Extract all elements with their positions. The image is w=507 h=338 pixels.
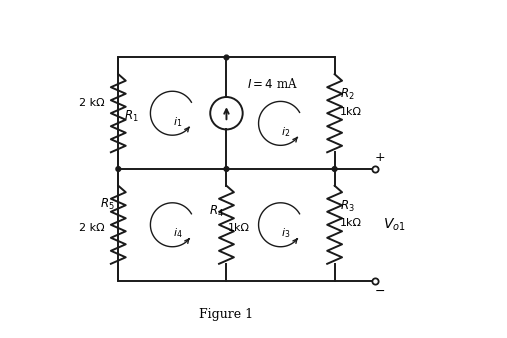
Text: −: − <box>374 285 385 298</box>
Text: $R_1$: $R_1$ <box>124 109 139 124</box>
Text: $I = 4$ mA: $I = 4$ mA <box>247 77 298 92</box>
Text: $R_5$: $R_5$ <box>99 197 114 212</box>
Circle shape <box>332 167 337 171</box>
Text: 2 kΩ: 2 kΩ <box>79 98 105 108</box>
Text: $i_3$: $i_3$ <box>281 226 291 240</box>
Text: $V_{o1}$: $V_{o1}$ <box>383 217 405 233</box>
Text: 1kΩ: 1kΩ <box>340 106 362 117</box>
Text: $i_1$: $i_1$ <box>173 115 183 128</box>
Text: 2 kΩ: 2 kΩ <box>79 223 105 233</box>
Text: $R_4$: $R_4$ <box>209 204 224 219</box>
Text: 1kΩ: 1kΩ <box>228 223 250 233</box>
Text: $i_2$: $i_2$ <box>281 125 290 139</box>
Text: +: + <box>374 151 385 164</box>
Circle shape <box>116 167 121 171</box>
Text: $R_2$: $R_2$ <box>340 87 354 102</box>
Text: $i_4$: $i_4$ <box>173 226 183 240</box>
Text: $R_3$: $R_3$ <box>340 199 355 214</box>
Circle shape <box>224 167 229 171</box>
Text: 1kΩ: 1kΩ <box>340 218 362 228</box>
Circle shape <box>224 55 229 60</box>
Text: Figure 1: Figure 1 <box>199 308 254 321</box>
